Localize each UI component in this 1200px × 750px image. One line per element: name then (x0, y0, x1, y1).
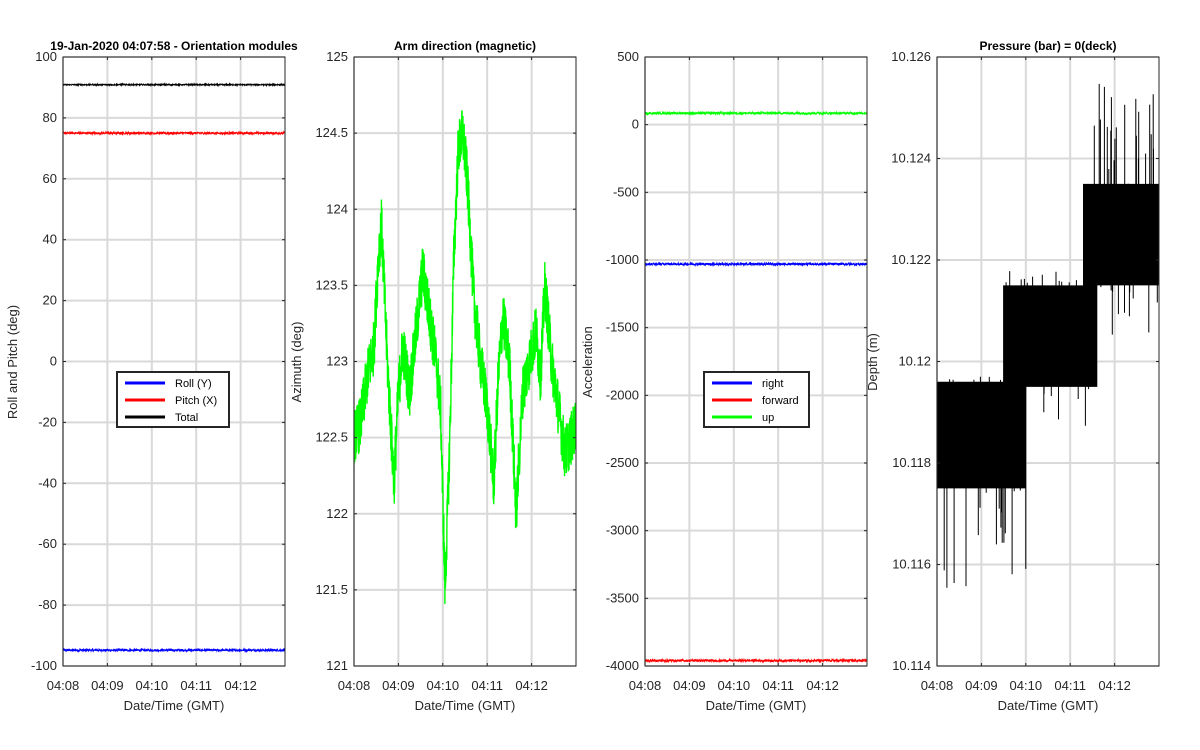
y-tick-label: 60 (43, 171, 57, 186)
y-tick-label: 121.5 (315, 582, 348, 597)
y-tick-label: -20 (38, 414, 57, 429)
legend-label: Total (175, 412, 198, 424)
x-tick-label: 04:11 (180, 678, 212, 693)
series-line-up (645, 110, 867, 117)
legend-label: Pitch (X) (175, 395, 217, 407)
x-axis-label: Date/Time (GMT) (415, 698, 516, 713)
acceleration-panel: Date/Time (GMT) Acceleration 04:08 04:09 0… (580, 49, 868, 713)
y-tick-label: 124 (326, 201, 348, 216)
y-tick-label: -40 (38, 475, 57, 490)
x-tick-label: 04:09 (91, 678, 124, 693)
series-group (937, 83, 1159, 588)
y-axis-label: Roll and Pitch (deg) (5, 305, 20, 419)
chart-title: Arm direction (magnetic) (394, 39, 536, 53)
y-tick-label: 10.116 (892, 557, 931, 572)
series-group (63, 82, 285, 654)
legend-label: forward (762, 395, 799, 407)
legend-label: right (762, 378, 783, 390)
x-tick-label: 04:10 (136, 678, 169, 693)
y-tick-label: 40 (43, 232, 57, 247)
x-tick-label: 04:11 (1054, 678, 1086, 693)
x-tick-label: 04:12 (224, 678, 257, 693)
y-tick-label: 10.114 (892, 658, 931, 673)
y-tick-label: -1500 (606, 320, 639, 335)
x-tick-label: 04:10 (718, 678, 751, 693)
y-tick-label: 10.126 (891, 49, 931, 64)
y-tick-label: -1000 (606, 252, 639, 267)
x-tick-label: 04:12 (806, 678, 839, 693)
x-axis-label: Date/Time (GMT) (706, 698, 807, 713)
y-tick-label: -60 (38, 536, 57, 551)
y-tick-label: 122 (326, 506, 348, 521)
chart-title: 19-Jan-2020 04:07:58 - Orientation modul… (50, 39, 298, 53)
x-tick-label: 04:09 (965, 678, 998, 693)
x-tick-label: 04:12 (1098, 678, 1131, 693)
y-tick-label: 100 (35, 49, 57, 64)
series-depth (937, 83, 1159, 588)
x-tick-label: 04:08 (338, 678, 371, 693)
legend: right forward up (703, 371, 810, 428)
y-tick-label: -2000 (606, 387, 639, 402)
y-tick-label: -3500 (606, 590, 639, 605)
legend-label: Roll (Y) (175, 378, 212, 390)
y-tick-label: 80 (43, 110, 57, 125)
series-line-pitch-x- (63, 130, 285, 137)
arm-direction-panel: Arm direction (magnetic) Date/Time (GMT)… (289, 39, 577, 713)
series-line-azimuth (354, 110, 576, 605)
y-tick-label: 0 (50, 354, 57, 369)
x-axis-label: Date/Time (GMT) (124, 698, 225, 713)
y-tick-label: -500 (613, 184, 639, 199)
x-tick-label: 04:09 (382, 678, 415, 693)
series-line-right (645, 261, 867, 268)
series-line-forward (645, 657, 867, 664)
y-tick-label: -4000 (606, 658, 639, 673)
series-group (645, 110, 867, 664)
y-tick-label: 0 (632, 117, 639, 132)
x-tick-label: 04:09 (673, 678, 706, 693)
y-tick-label: 10.122 (891, 252, 931, 267)
y-tick-label: 124.5 (315, 125, 348, 140)
orientation-panel: 19-Jan-2020 04:07:58 - Orientation modul… (5, 39, 298, 713)
x-axis-label: Date/Time (GMT) (998, 698, 1099, 713)
y-tick-label: 10.118 (892, 455, 931, 470)
x-tick-label: 04:11 (762, 678, 794, 693)
x-tick-label: 04:11 (471, 678, 503, 693)
x-tick-label: 04:08 (47, 678, 80, 693)
x-tick-label: 04:08 (921, 678, 954, 693)
y-tick-label: -100 (31, 658, 57, 673)
x-tick-label: 04:08 (629, 678, 662, 693)
legend: Roll (Y) Pitch (X) Total (116, 371, 230, 428)
y-tick-label: 20 (43, 293, 57, 308)
y-axis-label: Acceleration (580, 326, 595, 398)
x-tick-label: 04:12 (515, 678, 548, 693)
series-group (354, 110, 576, 605)
y-tick-label: 121 (326, 658, 348, 673)
y-axis-label: Azimuth (deg) (289, 322, 304, 403)
pressure-panel: Pressure (bar) = 0(deck) Date/Time (GMT)… (865, 39, 1160, 713)
y-tick-label: 10.12 (898, 354, 931, 369)
series-line-roll-y- (63, 647, 285, 654)
legend-label: up (762, 412, 774, 424)
y-tick-label: -80 (38, 597, 57, 612)
y-tick-label: 123.5 (315, 277, 348, 292)
y-axis-label: Depth (m) (865, 333, 880, 391)
chart-title: Pressure (bar) = 0(deck) (979, 39, 1116, 53)
plot-area (645, 57, 867, 666)
x-tick-label: 04:10 (427, 678, 460, 693)
y-tick-label: 122.5 (315, 430, 348, 445)
y-tick-label: -2500 (606, 455, 639, 470)
y-tick-label: 123 (326, 354, 348, 369)
axes-frame (644, 56, 868, 667)
y-tick-label: 125 (326, 49, 348, 64)
x-tick-label: 04:10 (1010, 678, 1043, 693)
y-tick-label: 500 (617, 49, 639, 64)
series-line-total (63, 82, 285, 88)
y-tick-label: 10.124 (891, 151, 931, 166)
y-tick-label: -3000 (606, 523, 639, 538)
